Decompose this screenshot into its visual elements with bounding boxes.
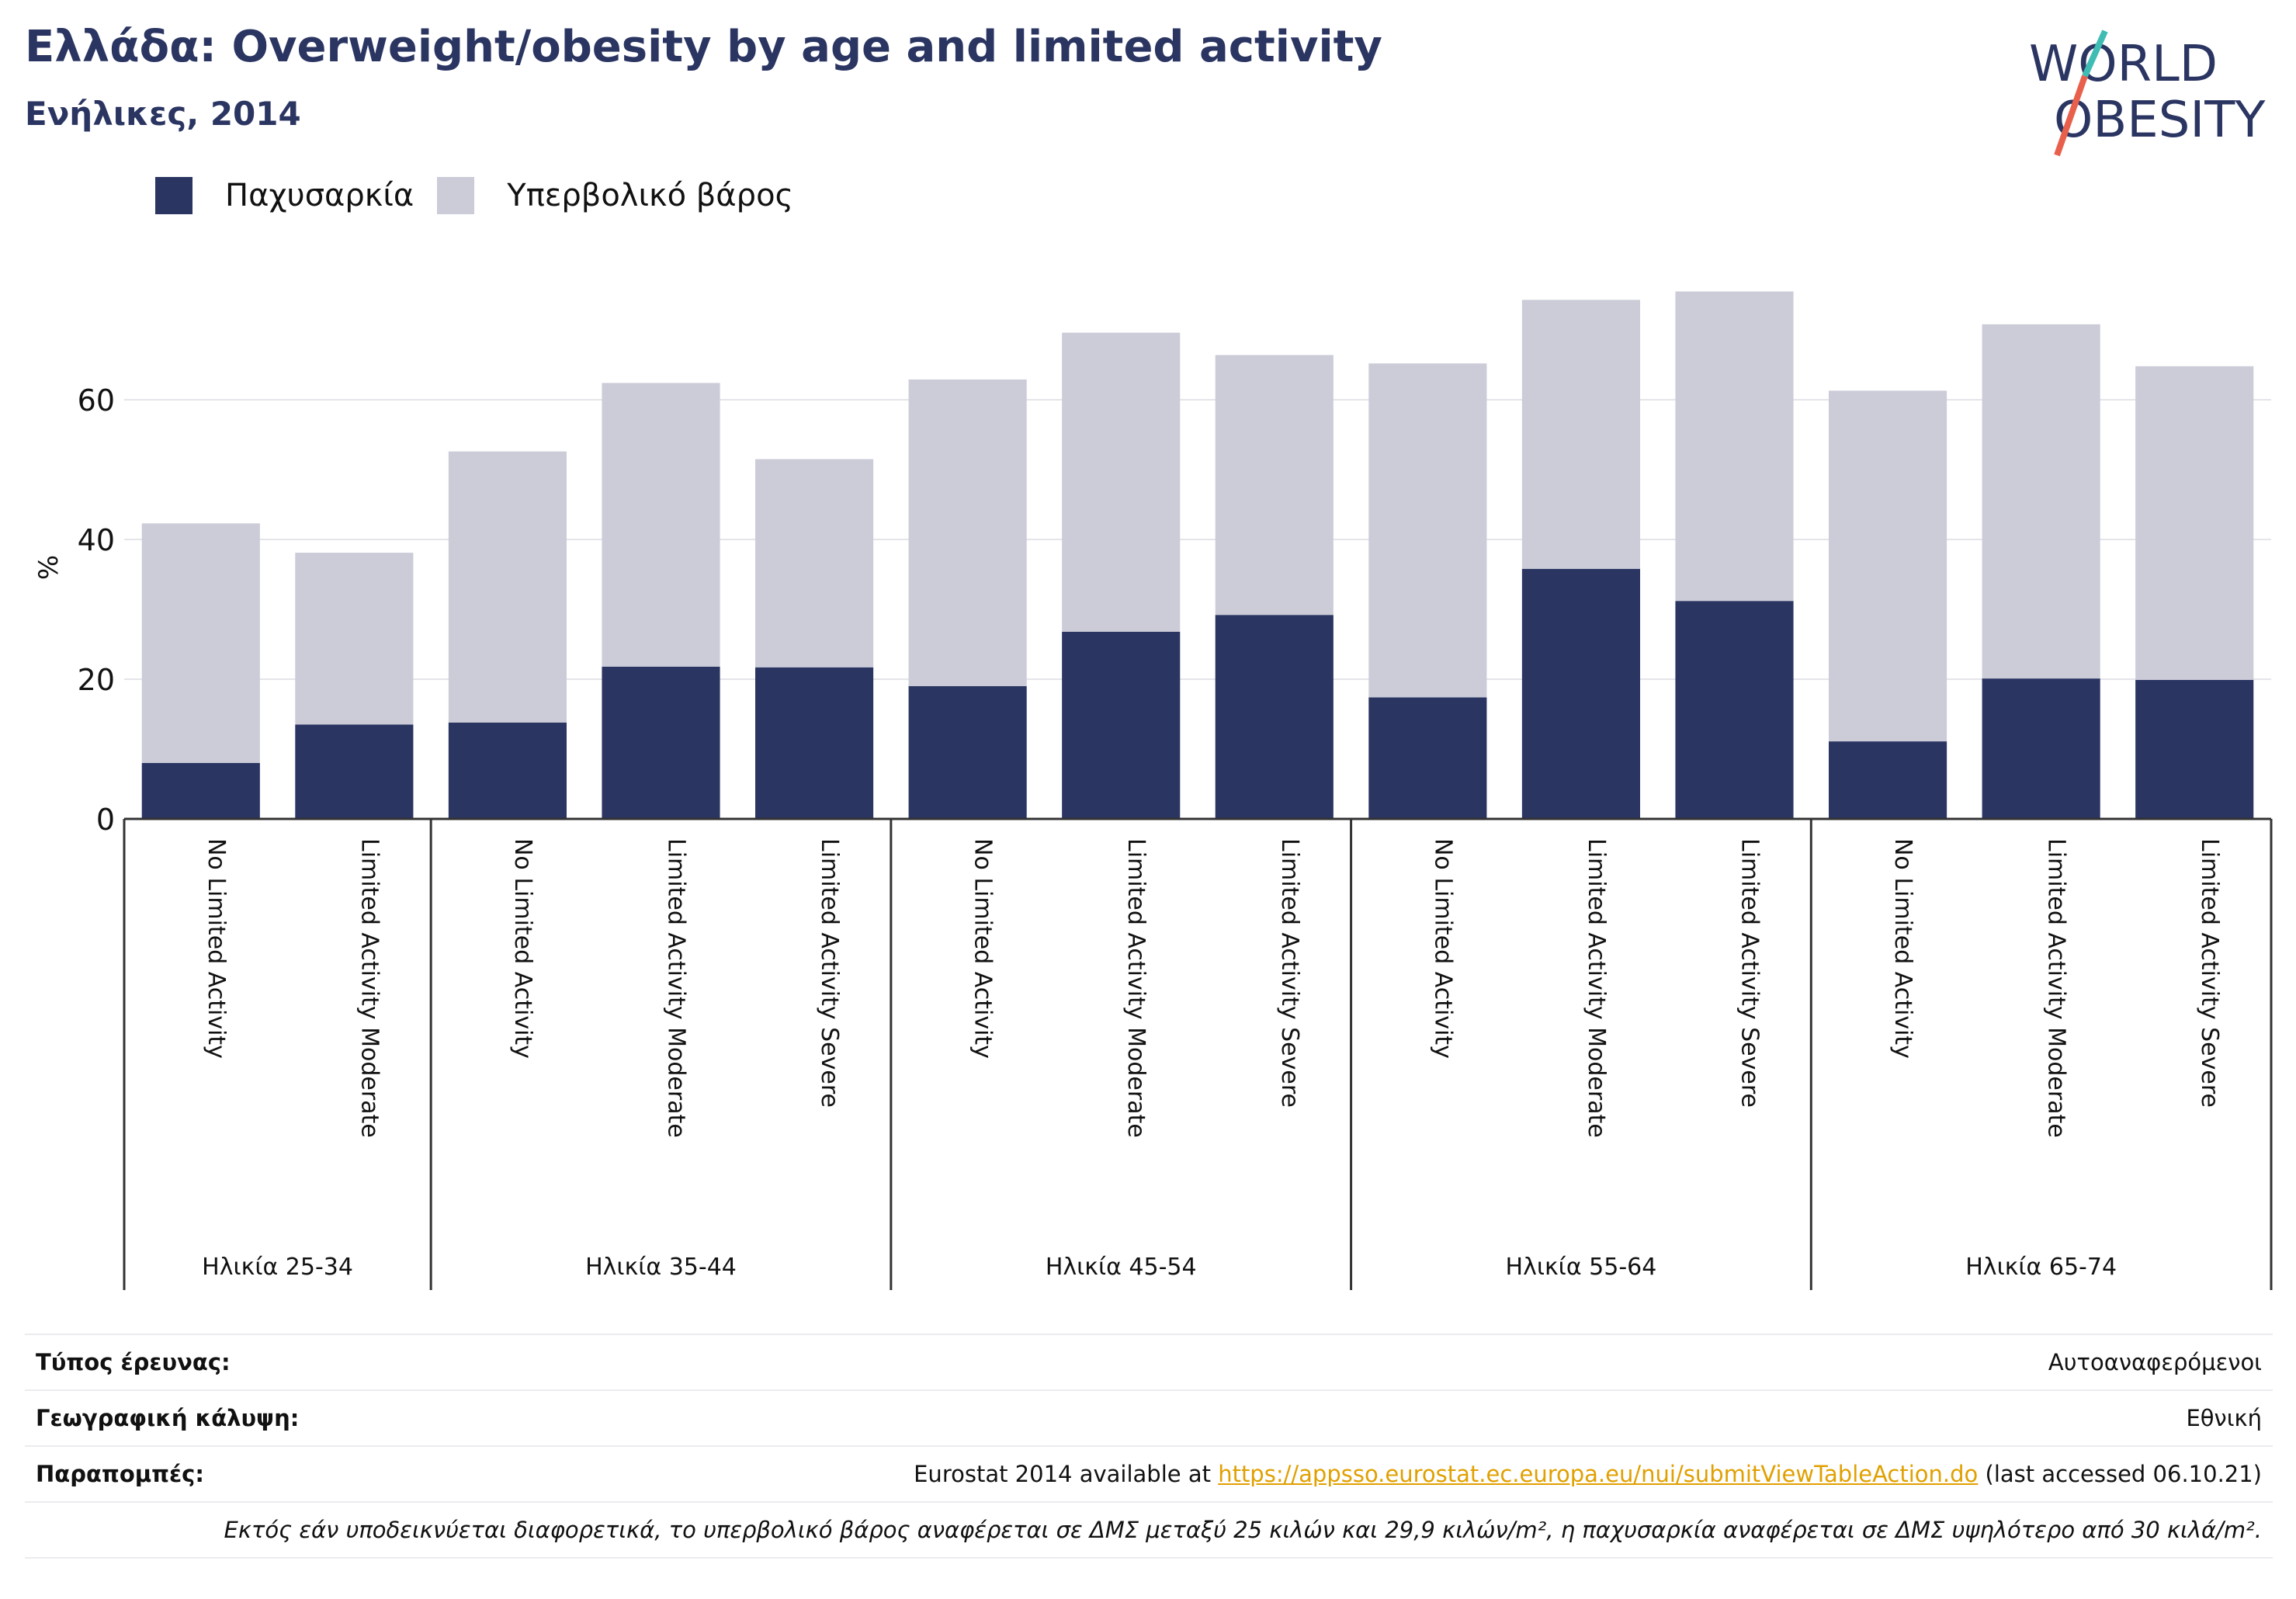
bar-overweight xyxy=(1521,300,1640,569)
x-tick-label: No Limited Activity xyxy=(1889,838,1916,1059)
bar-overweight xyxy=(1062,332,1181,632)
x-tick-label: Limited Activity Severe xyxy=(1276,838,1303,1108)
legend-swatch-overweight xyxy=(437,177,475,214)
footnote: Εκτός εάν υποδεικνύεται διαφορετικά, το … xyxy=(224,1517,2263,1543)
bar-overweight xyxy=(1368,363,1487,698)
chart-legend: Παχυσαρκία Υπερβολικό βάρος xyxy=(155,177,817,214)
group-label: Ηλικία 55-64 xyxy=(1506,1254,1657,1281)
bar-overweight xyxy=(1982,324,2100,679)
stacked-bar-chart: 0 20 40 60% No Limited Activity Limited Activ… xyxy=(33,291,2273,1290)
x-tick-label: Limited Activity Severe xyxy=(816,838,843,1108)
x-tick-label: No Limited Activity xyxy=(509,838,536,1059)
legend-item-obesity: Παχυσαρκία xyxy=(155,177,414,214)
bar-obesity xyxy=(448,722,567,819)
bar-overweight xyxy=(1829,390,1947,742)
bar-overweight xyxy=(295,553,414,725)
references-value: Eurostat 2014 available at https://appss… xyxy=(914,1461,2262,1487)
legend-label-obesity: Παχυσαρκία xyxy=(225,178,414,213)
x-tick-label: Limited Activity Severe xyxy=(2196,838,2223,1108)
legend-item-overweight: Υπερβολικό βάρος xyxy=(437,177,793,214)
world-obesity-logo: WORLD OBESITY xyxy=(2029,29,2266,157)
bar-overweight xyxy=(1215,355,1334,616)
logo-line2: OBESITY xyxy=(2054,92,2266,149)
y-tick-label: 60 xyxy=(78,383,115,418)
x-tick-label: Limited Activity Severe xyxy=(1736,838,1764,1108)
survey-type-value: Αυτοαναφερόμενοι xyxy=(2048,1349,2262,1375)
bar-overweight xyxy=(448,451,567,723)
references-suffix: (last accessed 06.10.21) xyxy=(1978,1461,2263,1487)
bar-obesity xyxy=(295,724,414,819)
group-label: Ηλικία 65-74 xyxy=(1965,1254,2117,1281)
y-axis-label: % xyxy=(33,555,64,580)
bar-obesity xyxy=(908,686,1027,819)
references-link[interactable]: https://appsso.eurostat.ec.europa.eu/nui… xyxy=(1218,1461,1979,1487)
survey-type-label: Τύπος έρευνας: xyxy=(36,1349,231,1375)
references-prefix: Eurostat 2014 available at xyxy=(914,1461,1219,1487)
y-tick-label: 20 xyxy=(78,663,115,697)
bar-overweight xyxy=(602,383,720,667)
x-tick-label: Limited Activity Moderate xyxy=(2043,838,2070,1138)
x-tick-label: Limited Activity Moderate xyxy=(355,838,383,1138)
legend-label-overweight: Υπερβολικό βάρος xyxy=(507,178,794,213)
x-tick-label: Limited Activity Moderate xyxy=(1122,838,1150,1138)
legend-swatch-obesity xyxy=(155,177,192,214)
meta-row-survey-type: Τύπος έρευνας: Αυτοαναφερόμενοι xyxy=(25,1334,2273,1389)
references-label: Παραπομπές: xyxy=(36,1461,204,1487)
coverage-value: Εθνική xyxy=(2186,1405,2262,1431)
x-tick-label: No Limited Activity xyxy=(1429,838,1456,1059)
x-tick-label: No Limited Activity xyxy=(203,838,230,1059)
meta-row-footnote: Εκτός εάν υποδεικνύεται διαφορετικά, το … xyxy=(25,1501,2273,1559)
bar-overweight xyxy=(908,379,1027,686)
bar-obesity xyxy=(1062,631,1181,819)
bar-overweight xyxy=(755,459,874,668)
bar-obesity xyxy=(1675,601,1794,819)
bar-overweight xyxy=(141,523,260,763)
chart-title: Ελλάδα: Overweight/obesity by age and li… xyxy=(25,22,1382,72)
y-tick-label: 40 xyxy=(78,523,115,557)
group-label: Ηλικία 45-54 xyxy=(1046,1254,1197,1281)
logo-teal-slash xyxy=(2082,29,2108,78)
bar-obesity xyxy=(1829,741,1947,819)
bar-overweight xyxy=(1675,291,1794,602)
bar-obesity xyxy=(602,666,720,819)
meta-row-references: Παραπομπές: Eurostat 2014 available at h… xyxy=(25,1445,2273,1501)
x-tick-label: No Limited Activity xyxy=(969,838,997,1059)
bar-obesity xyxy=(1215,615,1334,819)
group-label: Ηλικία 25-34 xyxy=(202,1254,353,1281)
logo-red-slash xyxy=(2054,75,2088,157)
meta-row-coverage: Γεωγραφική κάλυψη: Εθνική xyxy=(25,1389,2273,1445)
bar-obesity xyxy=(1982,678,2100,819)
logo-line1: WORLD xyxy=(2029,36,2218,93)
chart-subtitle: Ενήλικες, 2014 xyxy=(25,95,301,133)
y-tick-label: 0 xyxy=(96,803,115,837)
bar-obesity xyxy=(2135,679,2254,819)
group-label: Ηλικία 35-44 xyxy=(585,1254,737,1281)
coverage-label: Γεωγραφική κάλυψη: xyxy=(36,1405,300,1431)
x-tick-label: Limited Activity Moderate xyxy=(1583,838,1610,1138)
bar-obesity xyxy=(141,763,260,819)
bar-obesity xyxy=(1368,697,1487,819)
bar-obesity xyxy=(755,667,874,819)
bar-obesity xyxy=(1521,568,1640,819)
x-tick-label: Limited Activity Moderate xyxy=(663,838,690,1138)
bar-overweight xyxy=(2135,366,2254,680)
